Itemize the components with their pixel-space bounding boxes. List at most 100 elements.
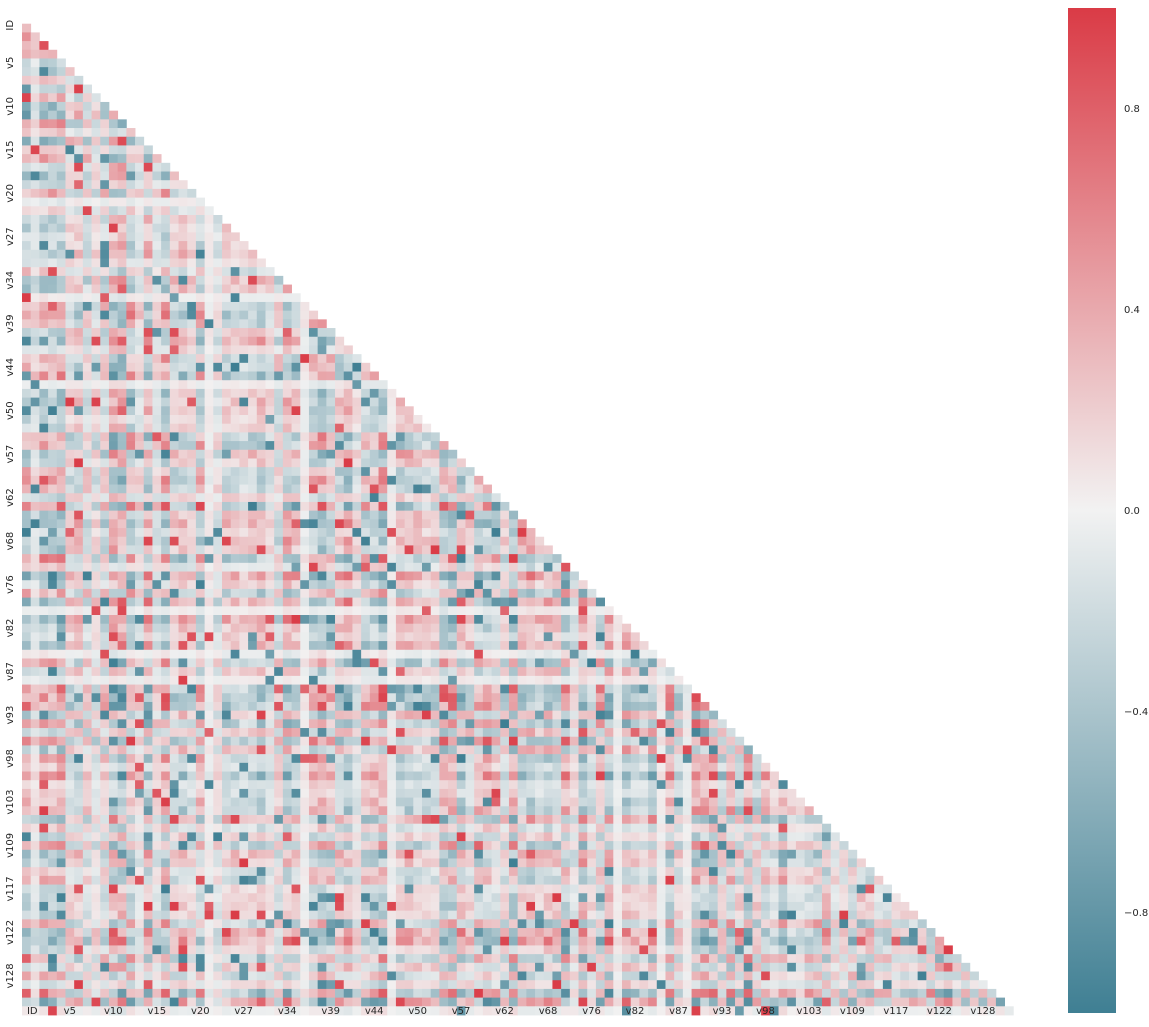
- heatmap-cell: [700, 858, 710, 868]
- heatmap-cell: [30, 754, 40, 764]
- heatmap-cell: [482, 615, 492, 625]
- heatmap-cell: [178, 849, 188, 859]
- heatmap-cell: [152, 736, 162, 746]
- heatmap-cell: [491, 606, 501, 616]
- heatmap-cell: [500, 623, 510, 633]
- heatmap-cell: [491, 841, 501, 851]
- heatmap-cell: [56, 632, 66, 642]
- heatmap-cell: [178, 519, 188, 529]
- heatmap-cell: [291, 580, 301, 590]
- heatmap-cell: [508, 710, 519, 720]
- heatmap-cell: [448, 875, 458, 885]
- heatmap-cell: [369, 675, 379, 685]
- heatmap-cell: [74, 301, 84, 312]
- heatmap-cell: [326, 823, 336, 833]
- heatmap-cell: [326, 884, 336, 894]
- heatmap-cell: [56, 171, 66, 181]
- heatmap-cell: [100, 467, 110, 477]
- heatmap-cell: [108, 415, 119, 425]
- heatmap-cell: [335, 884, 345, 894]
- heatmap-cell: [91, 823, 101, 833]
- heatmap-cell: [152, 849, 162, 859]
- heatmap-cell: [22, 449, 32, 459]
- heatmap-cell: [439, 615, 449, 625]
- heatmap-cell: [178, 745, 188, 755]
- heatmap-cell: [256, 415, 266, 425]
- heatmap-cell: [74, 641, 84, 651]
- heatmap-cell: [491, 658, 501, 668]
- heatmap-cell: [674, 823, 684, 833]
- heatmap-cell: [291, 536, 301, 546]
- heatmap-cell: [291, 649, 301, 659]
- heatmap-cell: [248, 623, 258, 633]
- heatmap-cell: [117, 597, 127, 607]
- heatmap-cell: [430, 562, 440, 572]
- heatmap-cell: [204, 849, 214, 859]
- heatmap-cell: [456, 754, 466, 764]
- heatmap-cell: [178, 371, 188, 381]
- heatmap-cell: [143, 310, 153, 320]
- heatmap-cell: [430, 432, 440, 442]
- heatmap-cell: [230, 815, 240, 825]
- heatmap-cell: [543, 658, 553, 668]
- heatmap-cell: [491, 632, 501, 642]
- heatmap-cell: [22, 406, 32, 416]
- heatmap-cell: [517, 675, 527, 685]
- heatmap-cell: [604, 832, 614, 842]
- heatmap-cell: [82, 580, 92, 590]
- heatmap-cell: [508, 771, 519, 781]
- heatmap-cell: [639, 649, 649, 659]
- heatmap-cell: [326, 728, 336, 738]
- heatmap-cell: [230, 658, 240, 668]
- heatmap-cell: [456, 667, 466, 677]
- heatmap-cell: [726, 806, 736, 816]
- heatmap-cell: [682, 728, 692, 738]
- heatmap-cell: [761, 806, 771, 816]
- heatmap-cell: [230, 719, 240, 729]
- heatmap-cell: [413, 606, 423, 616]
- heatmap-cell: [778, 832, 788, 842]
- heatmap-cell: [248, 415, 258, 425]
- heatmap-cell: [335, 623, 345, 633]
- heatmap-cell: [169, 441, 179, 451]
- heatmap-cell: [65, 667, 75, 677]
- heatmap-cell: [395, 449, 406, 459]
- heatmap-cell: [517, 875, 527, 885]
- heatmap-cell: [169, 301, 179, 312]
- heatmap-cell: [256, 771, 266, 781]
- heatmap-cell: [361, 484, 371, 494]
- heatmap-cell: [665, 823, 675, 833]
- heatmap-cell: [404, 623, 414, 633]
- heatmap-cell: [187, 354, 197, 364]
- heatmap-cell: [387, 806, 397, 816]
- heatmap-cell: [343, 528, 353, 538]
- heatmap-cell: [335, 641, 345, 651]
- heatmap-cell: [656, 658, 666, 668]
- heatmap-cell: [552, 815, 562, 825]
- heatmap-cell: [369, 449, 379, 459]
- heatmap-cell: [343, 867, 353, 877]
- heatmap-cell: [30, 362, 40, 372]
- heatmap-cell: [169, 258, 179, 268]
- heatmap-cell: [126, 293, 136, 303]
- heatmap-cell: [404, 441, 414, 451]
- heatmap-cell: [430, 745, 440, 755]
- heatmap-cell: [317, 562, 327, 572]
- heatmap-cell: [256, 458, 266, 468]
- heatmap-cell: [352, 536, 362, 546]
- heatmap-cell: [448, 632, 458, 642]
- heatmap-cell: [126, 128, 136, 138]
- heatmap-cell: [152, 336, 162, 346]
- heatmap-cell: [422, 806, 432, 816]
- heatmap-cell: [700, 788, 710, 799]
- heatmap-cell: [161, 797, 171, 807]
- heatmap-cell: [691, 771, 701, 781]
- heatmap-cell: [135, 241, 145, 251]
- heatmap-cell: [274, 701, 284, 712]
- heatmap-cell: [369, 667, 379, 677]
- heatmap-cell: [30, 841, 40, 851]
- heatmap-cell: [152, 319, 162, 329]
- heatmap-cell: [491, 510, 501, 520]
- heatmap-cell: [317, 415, 327, 425]
- heatmap-cell: [448, 562, 458, 572]
